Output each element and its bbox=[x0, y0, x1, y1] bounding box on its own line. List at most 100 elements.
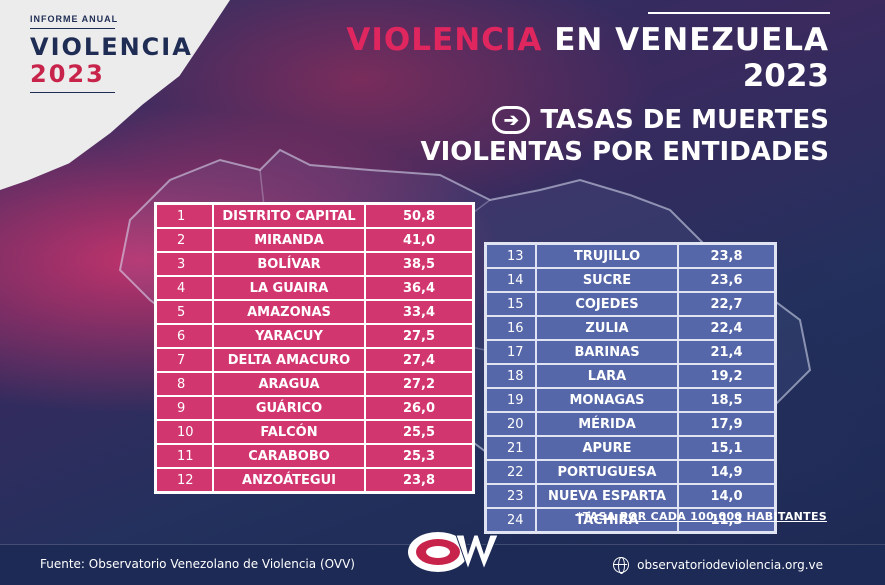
rate-footnote: *TASA POR CADA 100.000 HABITANTES bbox=[577, 510, 827, 523]
state-cell: LA GUAIRA bbox=[214, 277, 364, 299]
table-row: 2 MIRANDA 41,0 bbox=[157, 229, 472, 251]
rate-cell: 23,8 bbox=[366, 469, 472, 491]
subtitle-line1: TASAS DE MUERTES bbox=[540, 105, 829, 135]
state-cell: DELTA AMACURO bbox=[214, 349, 364, 371]
state-cell: MÉRIDA bbox=[537, 413, 677, 435]
ranking-table-left: 1 DISTRITO CAPITAL 50,8 2 MIRANDA 41,0 3 BOLÍVA… bbox=[154, 202, 475, 494]
table-row: 20 MÉRIDA 17,9 bbox=[487, 413, 774, 435]
rate-cell: 18,5 bbox=[679, 389, 774, 411]
rank-cell: 20 bbox=[487, 413, 535, 435]
rank-cell: 21 bbox=[487, 437, 535, 459]
state-cell: LARA bbox=[537, 365, 677, 387]
state-cell: TÁCHIRA bbox=[537, 509, 677, 531]
rate-cell: 41,0 bbox=[366, 229, 472, 251]
table-row: 14 SUCRE 23,6 bbox=[487, 269, 774, 291]
table-row: 7 DELTA AMACURO 27,4 bbox=[157, 349, 472, 371]
rate-cell: 23,8 bbox=[679, 245, 774, 267]
state-cell: YARACUY bbox=[214, 325, 364, 347]
state-cell: SUCRE bbox=[537, 269, 677, 291]
rate-cell: 26,0 bbox=[366, 397, 472, 419]
globe-icon bbox=[613, 557, 630, 574]
badge-divider bbox=[30, 28, 115, 29]
table-row: 13 TRUJILLO 23,8 bbox=[487, 245, 774, 267]
rate-cell: 27,2 bbox=[366, 373, 472, 395]
rank-cell: 1 bbox=[157, 205, 212, 227]
state-cell: BOLÍVAR bbox=[214, 253, 364, 275]
state-cell: MONAGAS bbox=[537, 389, 677, 411]
state-cell: APURE bbox=[537, 437, 677, 459]
title-rest: EN VENEZUELA bbox=[542, 22, 829, 58]
subtitle-row: ➔ TASAS DE MUERTES bbox=[492, 105, 829, 135]
rank-cell: 19 bbox=[487, 389, 535, 411]
rate-cell: 23,6 bbox=[679, 269, 774, 291]
badge-divider-bottom bbox=[30, 92, 115, 93]
page-title: VIOLENCIA EN VENEZUELA bbox=[346, 22, 829, 58]
rate-cell: 33,4 bbox=[366, 301, 472, 323]
table-row: 21 APURE 15,1 bbox=[487, 437, 774, 459]
footnote-underlined: POR CADA 100.000 HABITANTES bbox=[619, 510, 827, 523]
state-cell: ANZOÁTEGUI bbox=[214, 469, 364, 491]
state-cell: NUEVA ESPARTA bbox=[537, 485, 677, 507]
table-row: 24 TÁCHIRA 11,3 bbox=[487, 509, 774, 531]
rank-cell: 14 bbox=[487, 269, 535, 291]
rank-cell: 22 bbox=[487, 461, 535, 483]
rate-cell: 14,0 bbox=[679, 485, 774, 507]
rank-cell: 8 bbox=[157, 373, 212, 395]
rate-cell: 27,5 bbox=[366, 325, 472, 347]
table-row: 11 CARABOBO 25,3 bbox=[157, 445, 472, 467]
table-row: 6 YARACUY 27,5 bbox=[157, 325, 472, 347]
ovv-logo bbox=[408, 532, 499, 572]
rank-cell: 17 bbox=[487, 341, 535, 363]
arrow-right-circle-icon: ➔ bbox=[492, 106, 531, 134]
rank-cell: 5 bbox=[157, 301, 212, 323]
badge-year: 2023 bbox=[30, 60, 105, 88]
state-cell: PORTUGUESA bbox=[537, 461, 677, 483]
table-row: 16 ZULIA 22,4 bbox=[487, 317, 774, 339]
rank-cell: 12 bbox=[157, 469, 212, 491]
rate-cell: 27,4 bbox=[366, 349, 472, 371]
rank-cell: 2 bbox=[157, 229, 212, 251]
table-row: 8 ARAGUA 27,2 bbox=[157, 373, 472, 395]
table-row: 23 NUEVA ESPARTA 14,0 bbox=[487, 485, 774, 507]
rate-cell: 22,7 bbox=[679, 293, 774, 315]
rank-cell: 7 bbox=[157, 349, 212, 371]
state-cell: GUÁRICO bbox=[214, 397, 364, 419]
title-rule bbox=[648, 12, 830, 14]
state-cell: FALCÓN bbox=[214, 421, 364, 443]
rank-cell: 10 bbox=[157, 421, 212, 443]
state-cell: COJEDES bbox=[537, 293, 677, 315]
table-row: 19 MONAGAS 18,5 bbox=[487, 389, 774, 411]
footnote-prefix: *TASA bbox=[576, 510, 620, 523]
rate-cell: 19,2 bbox=[679, 365, 774, 387]
table-row: 18 LARA 19,2 bbox=[487, 365, 774, 387]
rank-cell: 6 bbox=[157, 325, 212, 347]
table-row: 3 BOLÍVAR 38,5 bbox=[157, 253, 472, 275]
table-row: 9 GUÁRICO 26,0 bbox=[157, 397, 472, 419]
state-cell: AMAZONAS bbox=[214, 301, 364, 323]
title-year: 2023 bbox=[742, 58, 829, 94]
rank-cell: 16 bbox=[487, 317, 535, 339]
rate-cell: 11,3 bbox=[679, 509, 774, 531]
rank-cell: 18 bbox=[487, 365, 535, 387]
table-row: 22 PORTUGUESA 14,9 bbox=[487, 461, 774, 483]
website-link[interactable]: observatoriodeviolencia.org.ve bbox=[613, 557, 823, 574]
badge-label: INFORME ANUAL bbox=[30, 14, 119, 24]
rank-cell: 3 bbox=[157, 253, 212, 275]
rank-cell: 11 bbox=[157, 445, 212, 467]
state-cell: MIRANDA bbox=[214, 229, 364, 251]
rate-cell: 22,4 bbox=[679, 317, 774, 339]
state-cell: ZULIA bbox=[537, 317, 677, 339]
rate-cell: 15,1 bbox=[679, 437, 774, 459]
rate-cell: 50,8 bbox=[366, 205, 472, 227]
website-url[interactable]: observatoriodeviolencia.org.ve bbox=[637, 558, 823, 572]
badge-title: VIOLENCIA bbox=[30, 33, 193, 61]
rank-cell: 13 bbox=[487, 245, 535, 267]
table-row: 10 FALCÓN 25,5 bbox=[157, 421, 472, 443]
state-cell: ARAGUA bbox=[214, 373, 364, 395]
rank-cell: 15 bbox=[487, 293, 535, 315]
ranking-table-right: 13 TRUJILLO 23,8 14 SUCRE 23,6 15 COJEDES 22,7 16… bbox=[484, 242, 777, 534]
rate-cell: 17,9 bbox=[679, 413, 774, 435]
rate-cell: 14,9 bbox=[679, 461, 774, 483]
title-accent: VIOLENCIA bbox=[346, 22, 543, 58]
state-cell: BARINAS bbox=[537, 341, 677, 363]
